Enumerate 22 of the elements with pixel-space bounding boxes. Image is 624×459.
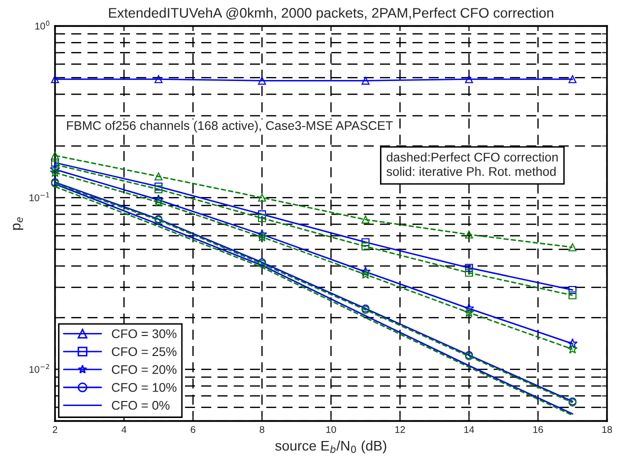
x-axis-title: source E$_{b}$/N$_{0}$ (dB) [275,440,386,454]
annotation: FBMC of256 channels (168 active), Case3-MSE APASCET [67,120,393,132]
chart-title: ExtendedITUVehA @0kmh, 2000 packets, 2PAM,Perfect CFO correction [109,8,554,21]
x-tick-label: 8 [260,426,264,433]
y-axis-title: p$_{e}$ [12,217,24,230]
x-tick-label: 10 [326,426,336,433]
y-tick-label: 10$^{−2}$ [30,364,50,373]
x-tick-label: 4 [122,426,126,433]
annotation: dashed:Perfect CFO correction solid: iterative Ph. Rot. method [386,152,558,176]
legend-label: CFO = 25% [112,347,176,356]
y-tick-label: 10$^{−1}$ [30,192,50,202]
x-tick-label: 18 [602,426,612,433]
x-tick-label: 16 [533,426,543,433]
x-tick-label: 6 [190,426,196,433]
legend-label: CFO = 10% [112,383,176,392]
x-tick-label: 12 [395,426,405,433]
legend-label: CFO = 30% [112,329,176,338]
legend-label: CFO = 0% [112,400,170,410]
y-tick-label: 10$^{0}$ [35,20,50,30]
x-tick-label: 2 [52,426,58,433]
legend-label: CFO = 20% [112,365,176,374]
x-tick-label: 14 [464,426,474,433]
